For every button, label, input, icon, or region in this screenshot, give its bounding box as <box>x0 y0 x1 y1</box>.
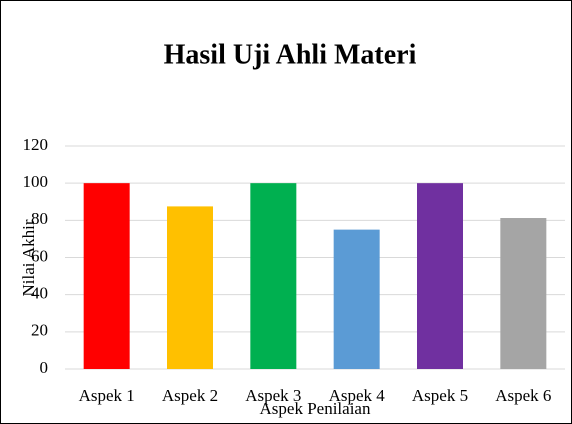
y-axis-label: Nilai Akhir <box>19 219 38 296</box>
x-tick-label: Aspek 4 <box>329 386 386 405</box>
y-tick-label: 40 <box>31 284 48 303</box>
bar <box>333 229 380 369</box>
x-tick-label: Aspek 5 <box>412 386 468 405</box>
y-tick-label: 0 <box>40 358 49 377</box>
y-tick-label: 120 <box>23 135 49 154</box>
x-tick-label: Aspek 6 <box>495 386 551 405</box>
x-tick-label: Aspek 2 <box>162 386 218 405</box>
y-tick-label: 60 <box>31 246 48 265</box>
x-tick-label: Aspek 3 <box>245 386 301 405</box>
x-axis-label: Aspek Penilaian <box>260 399 371 418</box>
bar <box>500 218 547 369</box>
x-tick-label: Aspek 1 <box>79 386 135 405</box>
bar <box>417 183 463 369</box>
chart-title: Hasil Uji Ahli Materi <box>164 39 417 70</box>
bar <box>167 206 213 369</box>
bar <box>83 183 130 369</box>
y-tick-label: 80 <box>31 209 48 228</box>
y-tick-label: 20 <box>31 321 48 340</box>
bar <box>250 183 297 369</box>
y-tick-label: 100 <box>23 172 49 191</box>
